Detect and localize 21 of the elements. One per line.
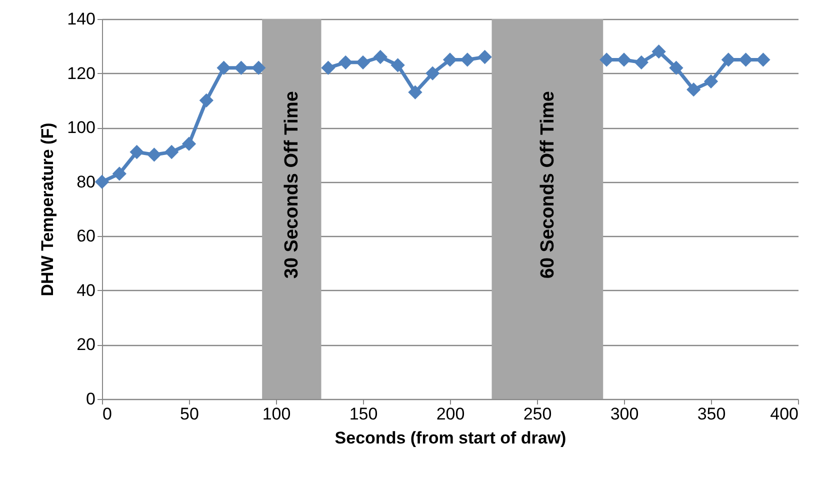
y-tick-label: 0 [86,390,96,408]
x-tick-label: 100 [262,404,291,424]
x-tick-label: 50 [180,404,199,424]
band-label: 60 Seconds Off Time [537,91,558,279]
x-tick-label: 0 [102,404,112,424]
x-tick-label: 300 [610,404,639,424]
x-tick-label: 150 [349,404,378,424]
y-tick-label: 80 [76,172,96,192]
x-tick-label: 250 [523,404,552,424]
band-label: 30 Seconds Off Time [282,91,303,279]
x-tick-label: 350 [697,404,726,424]
y-tick-label: 120 [67,64,96,83]
y-tick-label: 20 [76,335,96,354]
x-tick-label: 400 [770,404,798,424]
y-tick-label: 60 [76,226,96,246]
y-axis-title: DHW Temperature (F) [38,122,58,296]
y-tick-label: 140 [67,10,96,28]
x-tick-label: 200 [436,404,465,424]
x-axis-title: Seconds (from start of draw) [334,428,566,448]
y-tick-label: 100 [67,118,96,138]
y-tick-label: 40 [76,280,96,300]
